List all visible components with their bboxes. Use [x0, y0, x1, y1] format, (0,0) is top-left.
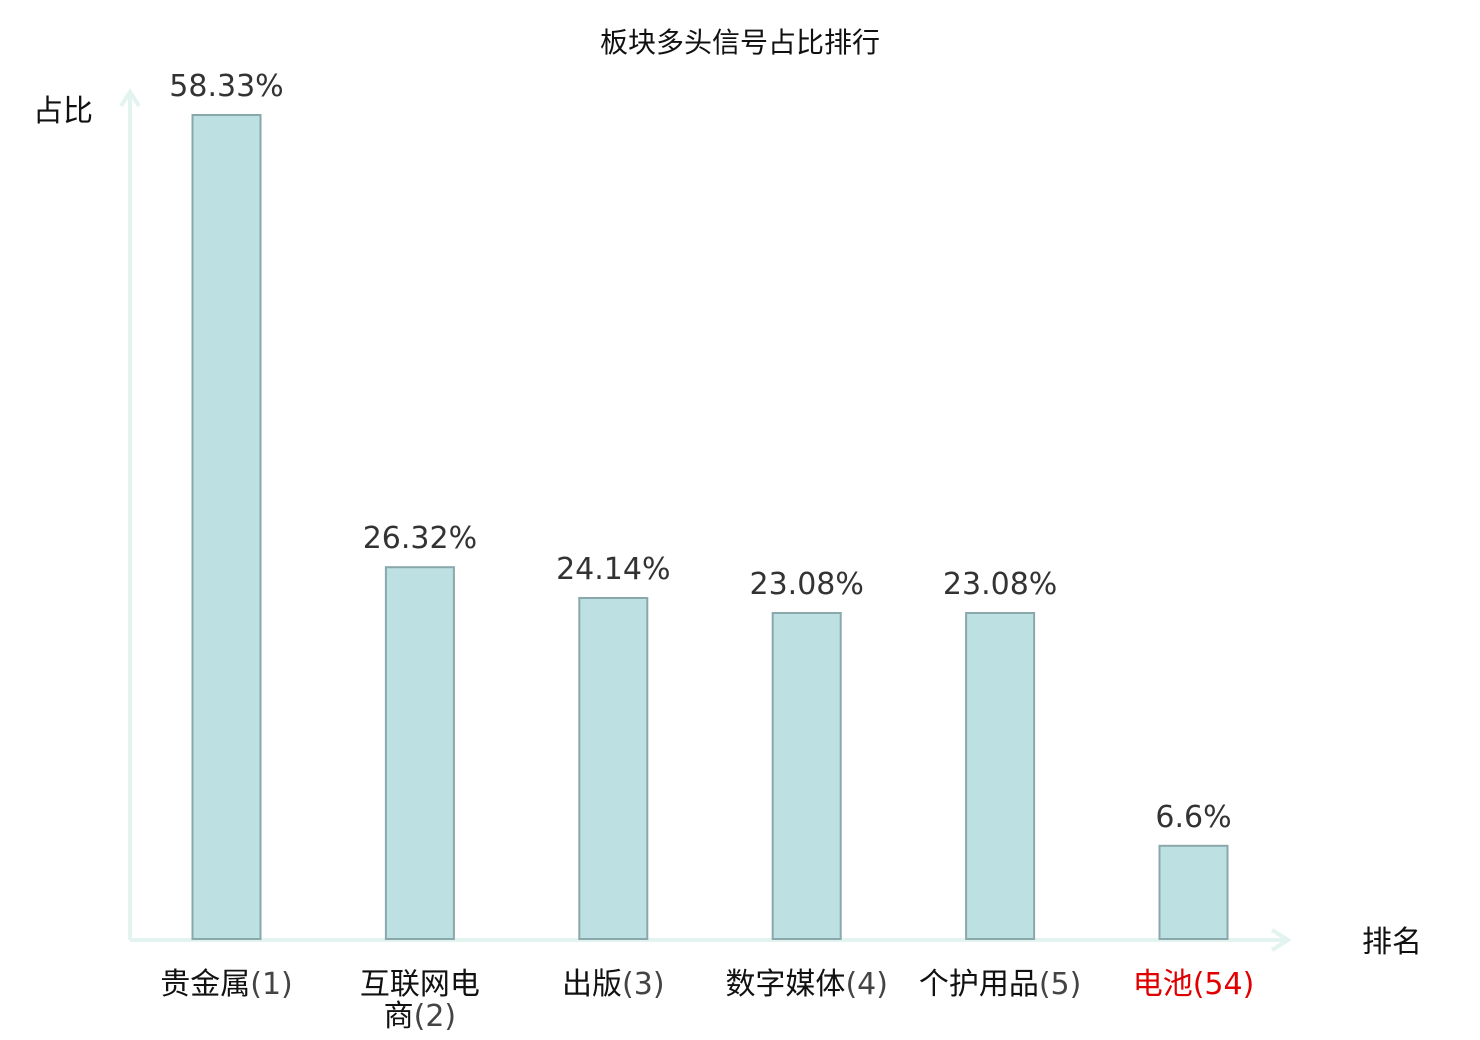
bar-cat-6 — [1158, 844, 1229, 940]
chart-axes — [119, 88, 1292, 952]
x-axis-label: 排名 — [1362, 925, 1422, 960]
category-label-cat-1: 贵金属(1) — [160, 967, 293, 1002]
value-label-cat-3: 24.14% — [556, 552, 670, 587]
category-label-cat-4: 数字媒体(4) — [725, 967, 888, 1002]
bar-cat-2 — [384, 566, 455, 940]
bar-cat-3 — [578, 597, 649, 940]
category-label-cat-2-line-1: 互联网电 — [360, 967, 480, 1002]
value-label-cat-6: 6.6% — [1155, 800, 1231, 835]
bar-series — [191, 114, 1229, 940]
value-labels: 58.33% 26.32% 24.14% 23.08% 23.08% 6.6% — [169, 69, 1231, 835]
bar-cat-5 — [965, 612, 1036, 940]
bar-cat-4 — [771, 612, 842, 940]
value-label-cat-5: 23.08% — [943, 567, 1057, 602]
chart-title: 板块多头信号占比排行 — [600, 26, 880, 59]
bar-cat-1 — [191, 114, 262, 940]
x-axis-arrow — [1270, 928, 1292, 952]
category-label-cat-6: 电池(54) — [1133, 967, 1255, 1002]
value-label-cat-1: 58.33% — [169, 69, 283, 104]
category-label-cat-3: 出版(3) — [562, 967, 665, 1002]
value-label-cat-2: 26.32% — [363, 521, 477, 556]
y-axis-label: 占比 — [33, 94, 93, 129]
category-label-cat-2-line-2: 商(2) — [384, 999, 457, 1034]
category-label-cat-5: 个护用品(5) — [919, 967, 1082, 1002]
value-label-cat-4: 23.08% — [750, 567, 864, 602]
y-axis-arrow — [119, 88, 141, 108]
